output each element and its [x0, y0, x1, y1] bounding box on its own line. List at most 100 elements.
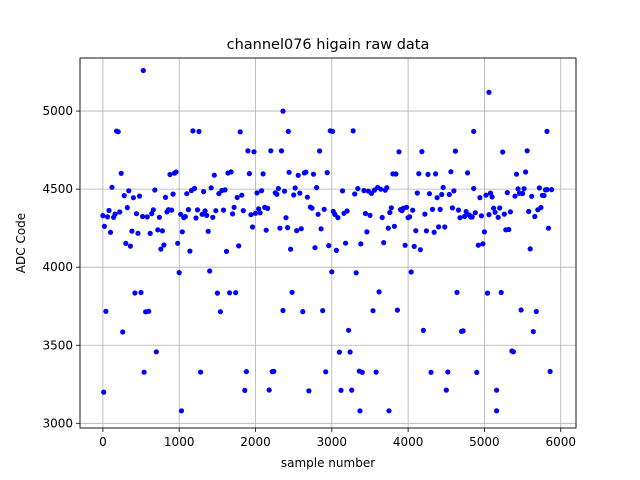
data-point — [101, 389, 107, 395]
data-point — [321, 206, 327, 212]
data-point — [526, 208, 532, 215]
data-point — [120, 329, 126, 335]
data-point — [271, 368, 277, 374]
data-point — [245, 148, 251, 154]
data-point — [402, 242, 408, 248]
data-point — [422, 211, 428, 217]
data-point — [378, 186, 384, 192]
data-point — [339, 188, 346, 194]
data-point — [381, 240, 387, 246]
data-point — [538, 204, 544, 211]
data-point — [425, 171, 431, 177]
data-points — [100, 67, 555, 414]
x-tick-label: 0 — [99, 435, 107, 449]
data-point — [370, 308, 376, 314]
data-point — [222, 187, 228, 193]
data-point — [100, 213, 106, 219]
data-point — [335, 215, 341, 221]
data-point — [352, 191, 358, 197]
data-point — [107, 229, 114, 235]
data-point — [254, 190, 260, 196]
data-point — [199, 211, 205, 217]
data-point — [376, 289, 382, 295]
y-tick-label: 3500 — [42, 338, 73, 352]
data-point — [123, 240, 129, 246]
data-point — [486, 212, 492, 218]
data-point — [106, 207, 112, 214]
data-point — [384, 185, 390, 191]
data-point — [144, 214, 150, 220]
data-point — [524, 148, 530, 154]
data-point — [312, 245, 318, 251]
data-point — [471, 185, 477, 192]
y-axis-label: ADC Code — [14, 213, 28, 273]
data-point — [274, 191, 280, 197]
data-point — [452, 148, 458, 154]
data-point — [292, 185, 298, 191]
data-point — [396, 149, 402, 155]
data-point — [330, 128, 336, 134]
data-point — [492, 209, 498, 215]
data-point — [388, 205, 394, 211]
data-point — [333, 247, 339, 253]
data-point — [187, 248, 193, 254]
data-point — [483, 192, 489, 198]
data-point — [309, 205, 315, 211]
data-point — [214, 290, 220, 296]
data-point — [234, 194, 240, 201]
x-tick-label: 4000 — [393, 435, 424, 449]
data-point — [343, 240, 349, 246]
data-point — [104, 214, 111, 220]
data-point — [283, 215, 289, 221]
data-point — [196, 128, 202, 135]
data-point — [506, 226, 512, 233]
data-point — [220, 207, 227, 213]
data-point — [256, 206, 262, 212]
data-point — [304, 194, 310, 200]
data-point — [211, 172, 217, 178]
data-point — [510, 349, 516, 355]
data-point — [248, 212, 254, 218]
y-tick-label: 4000 — [42, 260, 73, 274]
data-point — [198, 369, 204, 375]
data-point — [394, 307, 400, 313]
data-point — [118, 170, 124, 176]
data-point — [475, 242, 481, 248]
data-point — [344, 208, 350, 214]
data-point — [205, 228, 211, 234]
data-point — [501, 211, 507, 217]
data-point — [317, 148, 323, 154]
data-point — [268, 148, 274, 154]
data-point — [140, 67, 146, 74]
data-point — [315, 211, 321, 217]
y-tick-label: 4500 — [42, 182, 73, 196]
data-point — [324, 170, 330, 176]
data-point — [227, 290, 233, 296]
data-point — [182, 214, 188, 220]
data-point — [249, 224, 256, 230]
data-point — [373, 369, 379, 375]
data-point — [228, 169, 234, 175]
data-point — [314, 185, 320, 191]
data-point — [411, 243, 417, 249]
data-point — [460, 328, 466, 334]
data-point — [289, 289, 295, 295]
data-point — [126, 188, 132, 194]
data-point — [504, 190, 510, 196]
data-point — [367, 212, 373, 218]
data-point — [170, 191, 176, 197]
data-point — [129, 228, 135, 234]
data-point — [463, 209, 469, 215]
data-point — [404, 204, 410, 210]
data-point — [431, 229, 437, 235]
data-point — [101, 223, 107, 229]
data-point — [201, 189, 207, 195]
data-point — [413, 228, 419, 234]
data-point — [210, 214, 216, 220]
data-point — [158, 246, 164, 252]
data-point — [495, 214, 501, 220]
data-point — [545, 225, 552, 231]
y-tick-label: 3000 — [42, 416, 73, 430]
data-point — [361, 187, 367, 194]
